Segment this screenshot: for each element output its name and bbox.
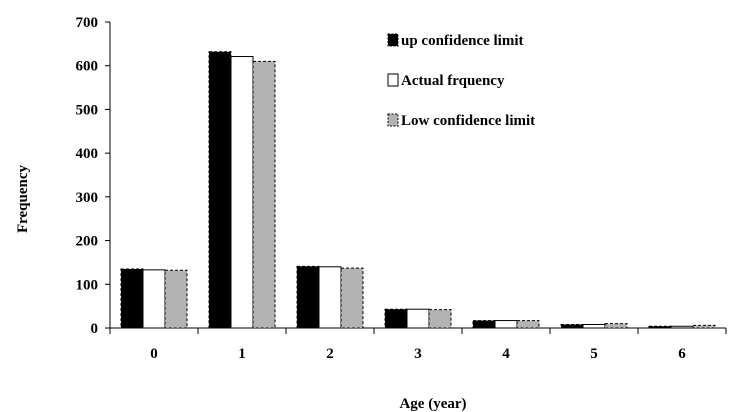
y-tick-label: 600 [76,59,99,75]
bar-up-confidence-limit [296,265,320,329]
x-tick-label: 5 [590,346,598,362]
bar-actual-frquency [670,325,694,329]
bar-low-confidence-limit [428,309,452,329]
x-tick-label: 3 [414,346,422,362]
x-tick-label: 4 [502,346,510,362]
legend-swatch [387,33,399,47]
y-tick-label: 700 [76,15,99,31]
bar-up-confidence-limit [472,320,496,329]
bar-low-confidence-limit [604,323,628,329]
y-tick-label: 0 [91,321,99,337]
legend-label: Low confidence limit [401,113,535,129]
y-tick-label: 300 [76,190,99,206]
y-tick-label: 400 [76,146,99,162]
bar-actual-frquency [318,266,342,329]
bar-actual-frquency [582,324,606,329]
legend: up confidence limit Actual frquency Low co… [387,33,535,129]
y-tick-label: 200 [76,234,99,250]
legend-swatch [387,113,399,127]
bars [120,51,716,329]
bar-actual-frquency [230,56,254,329]
y-axis-title: Frequency [15,164,31,233]
legend-label: Actual frquency [401,73,505,89]
x-tick-label: 0 [150,346,158,362]
bar-low-confidence-limit [692,324,716,329]
bar-up-confidence-limit [208,51,232,329]
legend-swatch [387,73,399,87]
bar-up-confidence-limit [560,324,584,329]
bar-up-confidence-limit [384,308,408,329]
x-axis: 0 1 2 3 4 5 6 [109,327,727,362]
legend-label: up confidence limit [401,33,524,49]
bar-low-confidence-limit [164,269,188,329]
bar-up-confidence-limit [648,325,672,329]
y-tick-label: 100 [76,277,99,293]
x-tick-label: 1 [238,346,246,362]
bar-up-confidence-limit [120,268,144,329]
y-axis: 0 100 200 300 400 500 600 700 [76,15,111,337]
bar-actual-frquency [406,308,430,329]
y-tick-label: 500 [76,102,99,118]
x-tick-label: 6 [678,346,686,362]
bar-low-confidence-limit [516,320,540,329]
bar-low-confidence-limit [252,60,276,329]
x-tick-label: 2 [326,346,334,362]
bar-actual-frquency [494,320,518,329]
x-axis-title: Age (year) [399,396,466,412]
bar-actual-frquency [142,269,166,329]
bar-low-confidence-limit [340,267,364,329]
